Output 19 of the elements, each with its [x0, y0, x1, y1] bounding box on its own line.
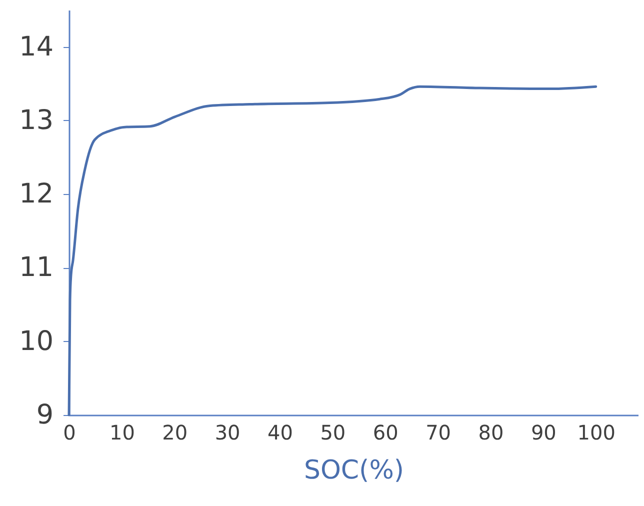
x-tick-label: 90	[530, 420, 556, 444]
x-tick-label: 80	[478, 420, 504, 444]
x-tick-label: 70	[426, 420, 452, 444]
x-tick-label: 50	[320, 420, 346, 444]
x-tick-label: 40	[268, 420, 293, 444]
y-tick-label: 14	[19, 31, 54, 62]
y-tick-label: 11	[19, 252, 54, 284]
x-tick-label: 60	[372, 420, 398, 444]
y-tick-label: 12	[19, 178, 54, 210]
x-axis-title: SOC(%)	[304, 456, 404, 486]
x-tick-label: 100	[577, 420, 616, 444]
x-tick-label: 0	[63, 420, 76, 444]
y-tick-label: 9	[36, 400, 54, 430]
x-tick-label: 30	[214, 420, 240, 444]
x-tick-label: 20	[162, 420, 188, 444]
x-tick-label: 10	[109, 420, 135, 444]
y-tick-label: 13	[19, 104, 54, 136]
y-tick-label: 10	[19, 326, 54, 357]
line-series	[68, 85, 598, 416]
